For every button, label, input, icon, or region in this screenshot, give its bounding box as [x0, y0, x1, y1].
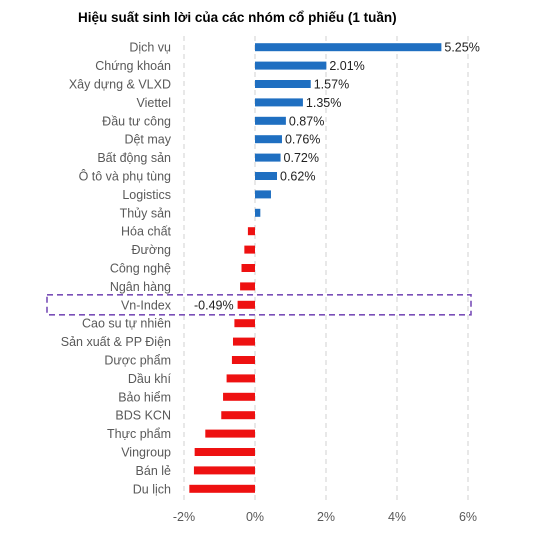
- category-label: Vn-Index: [121, 298, 172, 312]
- bar: [255, 43, 442, 52]
- chart-title: Hiệu suất sinh lời của các nhóm cổ phiếu…: [78, 10, 397, 25]
- x-tick-label: 0%: [246, 510, 264, 524]
- data-label: 5.25%: [444, 41, 479, 55]
- bar: [205, 429, 255, 438]
- data-label: 2.01%: [329, 59, 364, 73]
- data-label: 0.72%: [284, 151, 319, 165]
- data-label: 0.87%: [289, 114, 324, 128]
- category-label: Dịch vụ: [129, 41, 171, 55]
- category-label: Đầu tư công: [102, 114, 171, 128]
- category-label: Công nghệ: [110, 262, 171, 276]
- x-tick-label: 2%: [317, 510, 335, 524]
- bar: [234, 319, 255, 328]
- data-label: 0.76%: [285, 133, 320, 147]
- bar: [189, 484, 255, 493]
- bar: [255, 153, 281, 162]
- bar: [194, 448, 255, 456]
- category-label: BDS KCN: [115, 409, 171, 423]
- bar: [226, 374, 255, 383]
- bar: [255, 172, 278, 180]
- category-label: Dầu khí: [128, 372, 172, 386]
- category-label: Bán lẻ: [136, 464, 171, 478]
- bar: [221, 411, 255, 420]
- category-label: Dược phẩm: [104, 354, 171, 368]
- bar: [255, 116, 286, 125]
- category-label: Cao su tự nhiên: [82, 317, 171, 331]
- category-label: Bất động sản: [97, 151, 171, 165]
- bar: [255, 80, 311, 88]
- bar: [255, 208, 261, 217]
- category-label: Logistics: [122, 188, 171, 202]
- bar: [255, 135, 282, 144]
- category-label: Viettel: [136, 96, 171, 110]
- bar: [240, 282, 255, 291]
- x-tick-label: 4%: [388, 510, 406, 524]
- category-label: Chứng khoán: [95, 59, 171, 73]
- bar: [231, 356, 255, 364]
- data-label: -0.49%: [194, 298, 234, 312]
- highlight-box: [46, 293, 472, 316]
- data-label: 0.62%: [280, 170, 315, 184]
- category-label: Bảo hiểm: [118, 390, 171, 404]
- category-label: Thủy sản: [120, 206, 171, 220]
- x-tick-label: 6%: [459, 510, 477, 524]
- bar: [255, 61, 327, 70]
- bar: [232, 337, 255, 346]
- category-label: Sản xuất & PP Điện: [61, 335, 171, 349]
- bar: [255, 98, 303, 107]
- category-label: Dệt may: [124, 133, 171, 147]
- bar: [241, 264, 255, 272]
- category-label: Thực phẩm: [107, 427, 171, 441]
- category-label: Vingroup: [121, 446, 171, 460]
- category-label: Đường: [132, 243, 172, 257]
- category-label: Du lịch: [133, 482, 171, 496]
- bar: [223, 392, 255, 401]
- data-label: 1.57%: [314, 78, 349, 92]
- bar: [237, 300, 255, 309]
- data-label: 1.35%: [306, 96, 341, 110]
- category-label: Ngân hàng: [110, 280, 171, 294]
- category-label: Xây dựng & VLXD: [69, 78, 171, 92]
- bar: [255, 190, 271, 199]
- bar: [247, 227, 255, 236]
- category-label: Hóa chất: [121, 225, 172, 239]
- x-tick-label: -2%: [173, 510, 195, 524]
- bar: [193, 466, 255, 475]
- category-label: Ô tô và phụ tùng: [79, 169, 171, 184]
- bar: [244, 245, 255, 254]
